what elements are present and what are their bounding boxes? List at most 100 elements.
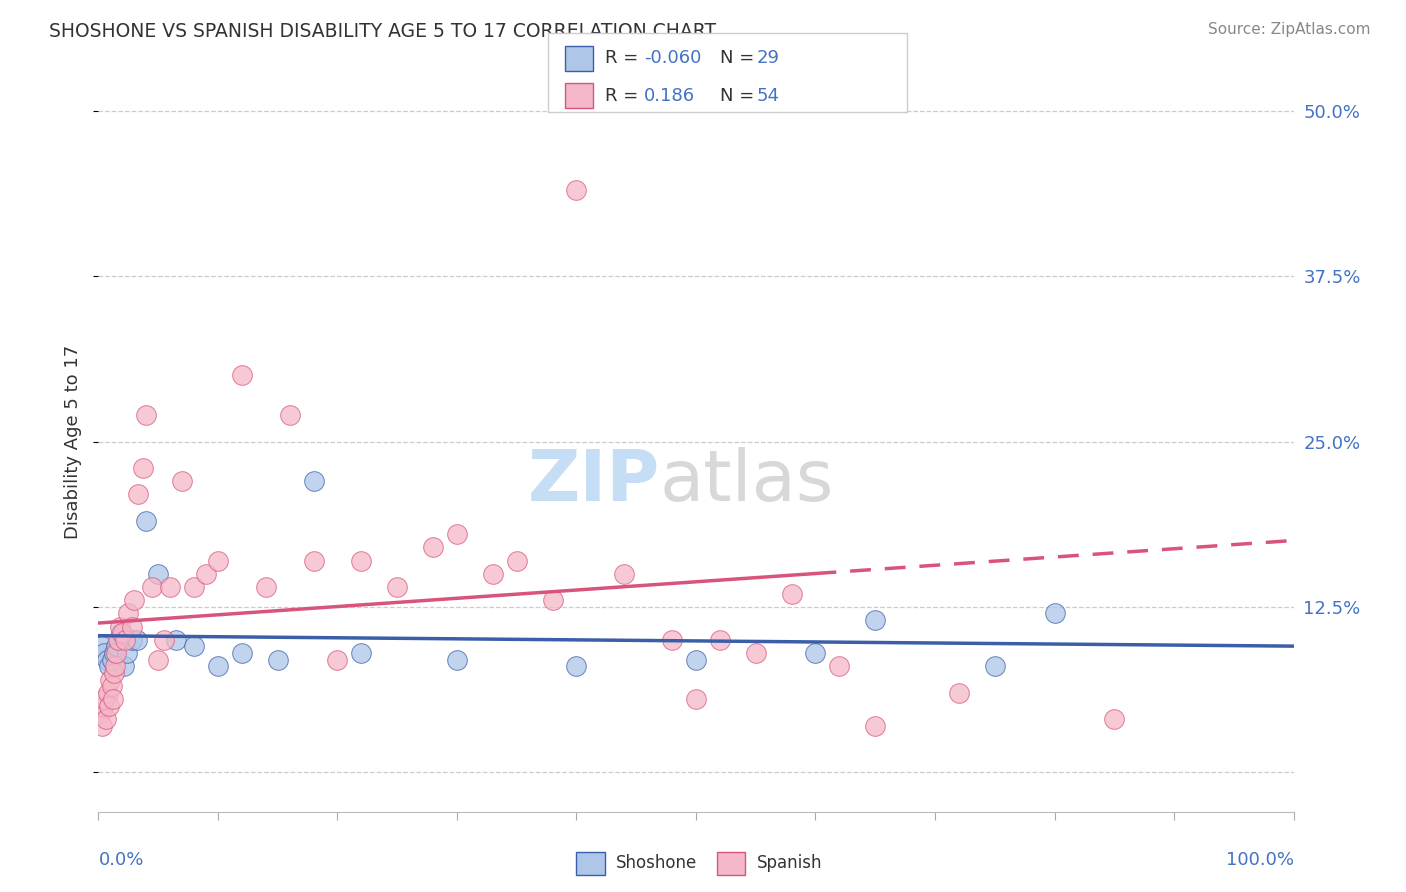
Point bbox=[565, 183, 588, 197]
Point bbox=[506, 553, 529, 567]
Point bbox=[105, 640, 128, 654]
Point bbox=[302, 553, 325, 567]
Point bbox=[101, 692, 124, 706]
Point bbox=[98, 673, 122, 687]
Point bbox=[159, 580, 181, 594]
Point bbox=[131, 461, 153, 475]
Point bbox=[350, 553, 373, 567]
Point bbox=[105, 646, 128, 660]
Point bbox=[745, 646, 768, 660]
Text: 0.0%: 0.0% bbox=[98, 851, 143, 869]
Point bbox=[141, 580, 163, 594]
Text: ZIP: ZIP bbox=[527, 447, 661, 516]
Text: Source: ZipAtlas.com: Source: ZipAtlas.com bbox=[1208, 22, 1371, 37]
Point bbox=[326, 653, 349, 667]
Text: N =: N = bbox=[720, 87, 759, 104]
Point bbox=[104, 659, 127, 673]
Point bbox=[93, 692, 115, 706]
Y-axis label: Disability Age 5 to 17: Disability Age 5 to 17 bbox=[65, 344, 83, 539]
Point bbox=[207, 553, 229, 567]
Point bbox=[100, 679, 122, 693]
Point bbox=[422, 541, 444, 555]
Point bbox=[865, 719, 887, 733]
Point bbox=[984, 659, 1007, 673]
Point bbox=[91, 640, 114, 654]
Point bbox=[804, 646, 827, 660]
Point bbox=[125, 632, 148, 647]
Point bbox=[541, 593, 564, 607]
Text: R =: R = bbox=[605, 49, 644, 67]
Point bbox=[91, 719, 114, 733]
Point bbox=[112, 659, 135, 673]
Point bbox=[107, 632, 129, 647]
Point bbox=[107, 632, 129, 647]
Point bbox=[183, 580, 205, 594]
Point bbox=[780, 586, 803, 600]
Point bbox=[231, 646, 253, 660]
Point bbox=[1104, 712, 1126, 726]
Point bbox=[302, 474, 325, 488]
Point bbox=[661, 632, 683, 647]
Point bbox=[709, 632, 731, 647]
Text: N =: N = bbox=[720, 49, 759, 67]
Text: Shoshone: Shoshone bbox=[616, 855, 697, 872]
Point bbox=[94, 712, 117, 726]
Point bbox=[446, 653, 468, 667]
Point bbox=[127, 487, 149, 501]
Point bbox=[254, 580, 277, 594]
Point bbox=[172, 474, 194, 488]
Point bbox=[148, 566, 170, 581]
Point bbox=[100, 653, 122, 667]
Text: Spanish: Spanish bbox=[756, 855, 823, 872]
Point bbox=[278, 408, 301, 422]
Point bbox=[135, 408, 157, 422]
Text: R =: R = bbox=[605, 87, 644, 104]
Point bbox=[111, 626, 134, 640]
Point bbox=[685, 692, 707, 706]
Point bbox=[90, 706, 112, 720]
Point bbox=[1043, 607, 1066, 621]
Point bbox=[121, 620, 143, 634]
Point bbox=[385, 580, 409, 594]
Text: atlas: atlas bbox=[661, 447, 835, 516]
Point bbox=[98, 659, 121, 673]
Point bbox=[948, 686, 970, 700]
Point bbox=[231, 368, 253, 383]
Point bbox=[153, 632, 176, 647]
Point bbox=[207, 659, 229, 673]
Text: 29: 29 bbox=[756, 49, 779, 67]
Text: SHOSHONE VS SPANISH DISABILITY AGE 5 TO 17 CORRELATION CHART: SHOSHONE VS SPANISH DISABILITY AGE 5 TO … bbox=[49, 22, 716, 41]
Point bbox=[565, 659, 588, 673]
Point bbox=[103, 646, 125, 660]
Point bbox=[96, 653, 118, 667]
Point bbox=[828, 659, 851, 673]
Point bbox=[685, 653, 707, 667]
Text: 100.0%: 100.0% bbox=[1226, 851, 1294, 869]
Point bbox=[135, 514, 157, 528]
Text: 54: 54 bbox=[756, 87, 779, 104]
Point bbox=[613, 566, 636, 581]
Point bbox=[195, 566, 218, 581]
Point bbox=[115, 646, 138, 660]
Point bbox=[93, 646, 115, 660]
Point bbox=[103, 665, 125, 680]
Point bbox=[98, 698, 121, 713]
Point bbox=[165, 632, 187, 647]
Point bbox=[148, 653, 170, 667]
Point bbox=[267, 653, 290, 667]
Point bbox=[117, 607, 139, 621]
Point bbox=[108, 620, 131, 634]
Point bbox=[183, 640, 205, 654]
Text: -0.060: -0.060 bbox=[644, 49, 702, 67]
Point bbox=[91, 698, 114, 713]
Point bbox=[110, 626, 132, 640]
Point bbox=[446, 527, 468, 541]
Point bbox=[865, 613, 887, 627]
Point bbox=[114, 632, 136, 647]
Point bbox=[482, 566, 505, 581]
Point bbox=[350, 646, 373, 660]
Point bbox=[97, 686, 120, 700]
Point bbox=[124, 593, 146, 607]
Point bbox=[121, 632, 143, 647]
Text: 0.186: 0.186 bbox=[644, 87, 695, 104]
